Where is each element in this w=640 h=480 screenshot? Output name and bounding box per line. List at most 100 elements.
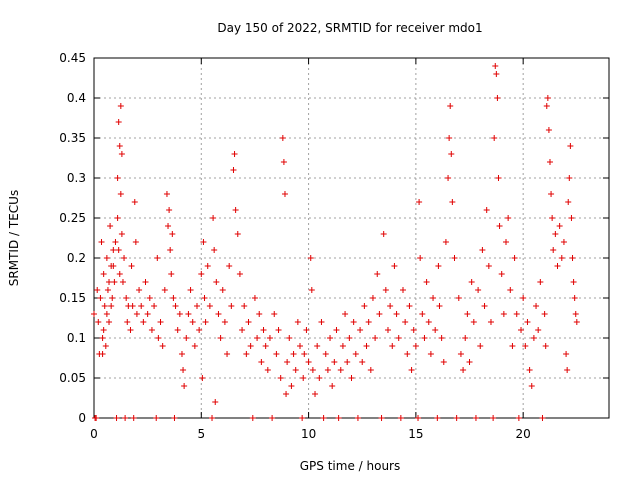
data-point [387, 303, 394, 309]
data-point [266, 335, 273, 341]
x-axis-label: GPS time / hours [300, 459, 401, 473]
data-point [331, 359, 338, 365]
data-point [212, 399, 219, 405]
data-point [279, 135, 286, 141]
data-point [103, 311, 110, 317]
data-point [280, 159, 287, 165]
data-point [446, 135, 453, 141]
data-point [500, 311, 507, 317]
data-point [333, 327, 340, 333]
data-point [153, 415, 160, 421]
data-point [142, 279, 149, 285]
data-point [258, 359, 265, 365]
x-tick-labels: 0 5 10 15 20 [90, 427, 531, 441]
data-point [181, 383, 188, 389]
data-point [178, 351, 185, 357]
y-axis-label: SRMTID / TECUs [7, 190, 21, 286]
y-tick-label: 0.45 [59, 51, 86, 65]
data-point [374, 271, 381, 277]
x-tick-label: 20 [516, 427, 531, 441]
data-point [211, 247, 218, 253]
data-point [204, 263, 211, 269]
data-point [470, 319, 477, 325]
data-point [256, 311, 263, 317]
data-point [448, 151, 455, 157]
data-point [505, 215, 512, 221]
data-point [271, 311, 278, 317]
data-point [550, 247, 557, 253]
data-point [462, 335, 469, 341]
y-tick-label: 0.05 [59, 371, 86, 385]
data-point [124, 319, 131, 325]
data-point [119, 279, 126, 285]
data-point [515, 415, 522, 421]
data-point [191, 343, 198, 349]
data-point [503, 239, 509, 245]
data-point [350, 319, 357, 325]
x-tick-label: 5 [197, 427, 205, 441]
data-point [410, 327, 417, 333]
data-point [209, 415, 216, 421]
data-point [202, 319, 209, 325]
data-point [114, 175, 121, 181]
data-point [123, 295, 130, 301]
data-point [239, 327, 246, 333]
data-point [316, 375, 323, 381]
data-point [303, 327, 310, 333]
data-point [113, 415, 120, 421]
data-point [130, 415, 137, 421]
data-point [172, 303, 179, 309]
data-point [344, 359, 351, 365]
data-point [110, 263, 117, 269]
data-point [566, 175, 573, 181]
data-point [544, 95, 551, 101]
grid [94, 58, 609, 418]
data-point [376, 311, 383, 317]
data-point [568, 215, 575, 221]
data-point [144, 311, 151, 317]
data-point [163, 191, 170, 197]
data-point [275, 327, 282, 333]
data-point [117, 191, 124, 197]
data-point [425, 319, 432, 325]
data-point [572, 311, 579, 317]
data-point [404, 351, 411, 357]
data-point [391, 263, 398, 269]
data-point [133, 311, 140, 317]
data-point [249, 415, 256, 421]
data-point [442, 239, 449, 245]
data-point [131, 199, 138, 205]
data-point [283, 391, 290, 397]
data-point [430, 295, 437, 301]
data-point [231, 151, 238, 157]
y-tick-labels: 0 0.05 0.1 0.15 0.2 0.25 0.3 0.35 0.4 0.45 [59, 51, 86, 425]
data-point [361, 303, 368, 309]
y-tick-label: 0.25 [59, 211, 86, 225]
data-point [166, 207, 173, 213]
data-point [432, 327, 439, 333]
data-point [487, 319, 494, 325]
data-point [219, 287, 226, 293]
data-point [468, 279, 475, 285]
data-point [369, 295, 376, 301]
data-point [498, 271, 505, 277]
data-point [155, 335, 162, 341]
data-point [549, 215, 556, 221]
data-point [140, 319, 147, 325]
data-point [167, 247, 174, 253]
data-point [154, 255, 161, 261]
data-point [560, 239, 567, 245]
data-point [109, 295, 116, 301]
data-point [395, 335, 402, 341]
data-point [101, 303, 108, 309]
data-point [434, 415, 441, 421]
data-point [483, 207, 490, 213]
data-point [243, 351, 250, 357]
data-point [539, 415, 546, 421]
data-point [170, 295, 177, 301]
data-point [99, 351, 106, 357]
data-point [100, 327, 107, 333]
data-point [159, 343, 166, 349]
data-point [421, 335, 428, 341]
